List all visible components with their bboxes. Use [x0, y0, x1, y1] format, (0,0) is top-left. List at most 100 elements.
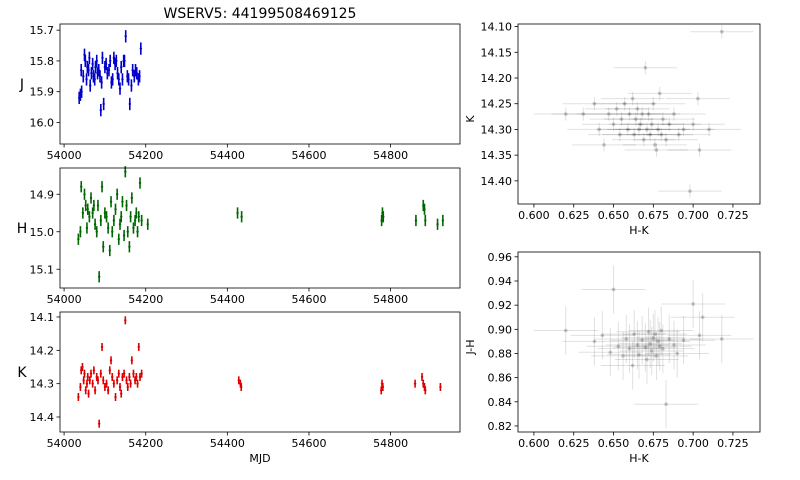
point-marker [592, 339, 597, 344]
data-point [135, 67, 138, 80]
plot-frame [517, 251, 761, 433]
point-marker [118, 87, 122, 90]
point-marker [132, 226, 135, 230]
point-marker [618, 132, 622, 137]
data-point [121, 196, 124, 208]
series-ccd [533, 265, 754, 429]
data-point [95, 54, 98, 68]
point-marker [128, 245, 131, 248]
point-marker [600, 333, 605, 338]
point-marker [135, 375, 138, 379]
x-axis-label: H-K [629, 452, 649, 465]
data-point [618, 319, 682, 368]
point-marker [420, 375, 424, 379]
x-tick-label: 54800 [373, 293, 408, 306]
data-point [97, 419, 101, 428]
x-axis-label: MJD [249, 452, 270, 465]
data-point [237, 376, 240, 385]
data-point [423, 203, 426, 215]
point-marker [657, 344, 662, 349]
point-marker [130, 359, 134, 362]
point-marker [86, 208, 89, 211]
data-point [623, 138, 687, 152]
data-point [608, 117, 673, 131]
data-point [88, 211, 91, 223]
data-point [133, 214, 137, 227]
x-tick-label: 54000 [47, 293, 82, 306]
data-point [646, 127, 711, 142]
y-tick-label: 14.35 [481, 149, 513, 162]
point-marker [124, 170, 127, 173]
point-marker [441, 219, 445, 222]
data-point [129, 379, 132, 388]
point-marker [127, 78, 130, 81]
data-point [610, 107, 675, 121]
point-marker [89, 196, 93, 200]
point-marker [136, 230, 139, 233]
point-marker [115, 379, 119, 382]
y-tick-label: 14.4 [30, 411, 55, 424]
data-point [616, 307, 681, 356]
point-marker [103, 211, 107, 215]
data-point [108, 366, 111, 375]
data-point [661, 117, 725, 131]
data-point [90, 67, 93, 80]
point-marker [137, 215, 140, 218]
point-marker [627, 346, 632, 351]
point-marker [105, 215, 108, 218]
data-point [84, 386, 87, 395]
point-marker [424, 389, 427, 392]
point-marker [653, 332, 657, 336]
point-marker [719, 29, 724, 34]
data-point [108, 244, 111, 257]
point-marker [120, 392, 123, 395]
point-marker [719, 337, 724, 341]
point-marker [436, 223, 439, 226]
point-marker [125, 379, 128, 382]
data-point [627, 86, 692, 101]
data-point [118, 383, 122, 391]
data-point [139, 42, 143, 55]
point-marker [424, 219, 427, 222]
point-marker [95, 59, 98, 63]
data-point [613, 61, 678, 75]
chart-lc-J: 54000 54200 54400 54600 54800 15.7 15.8 15.9 16.… [19, 23, 461, 162]
point-marker [626, 127, 630, 132]
point-marker [563, 112, 568, 116]
point-marker [240, 215, 243, 218]
point-marker [622, 101, 627, 106]
data-point [114, 203, 117, 215]
data-point [127, 73, 130, 86]
point-marker [672, 112, 676, 116]
data-point [586, 322, 651, 371]
point-marker [648, 132, 652, 137]
point-marker [132, 372, 135, 375]
point-marker [138, 181, 142, 185]
point-marker [106, 226, 110, 230]
data-point [100, 181, 104, 193]
point-marker [77, 238, 80, 241]
data-point [112, 214, 116, 227]
data-point [115, 54, 118, 68]
data-point [81, 363, 84, 371]
data-point [533, 107, 598, 121]
data-point [600, 341, 665, 390]
data-point [584, 102, 649, 116]
point-marker [96, 204, 100, 207]
plot-frame [517, 23, 761, 205]
data-point [103, 207, 107, 219]
data-point [123, 54, 126, 68]
data-point [120, 389, 123, 398]
data-point [140, 214, 143, 227]
data-point [631, 112, 695, 126]
data-point [689, 25, 754, 39]
data-point [84, 199, 87, 212]
data-point [117, 233, 120, 245]
point-marker [654, 354, 659, 358]
data-point [124, 30, 127, 43]
point-marker [91, 211, 94, 215]
point-marker [637, 127, 641, 132]
data-point [658, 184, 722, 198]
point-marker [635, 343, 640, 347]
point-marker [608, 350, 613, 355]
